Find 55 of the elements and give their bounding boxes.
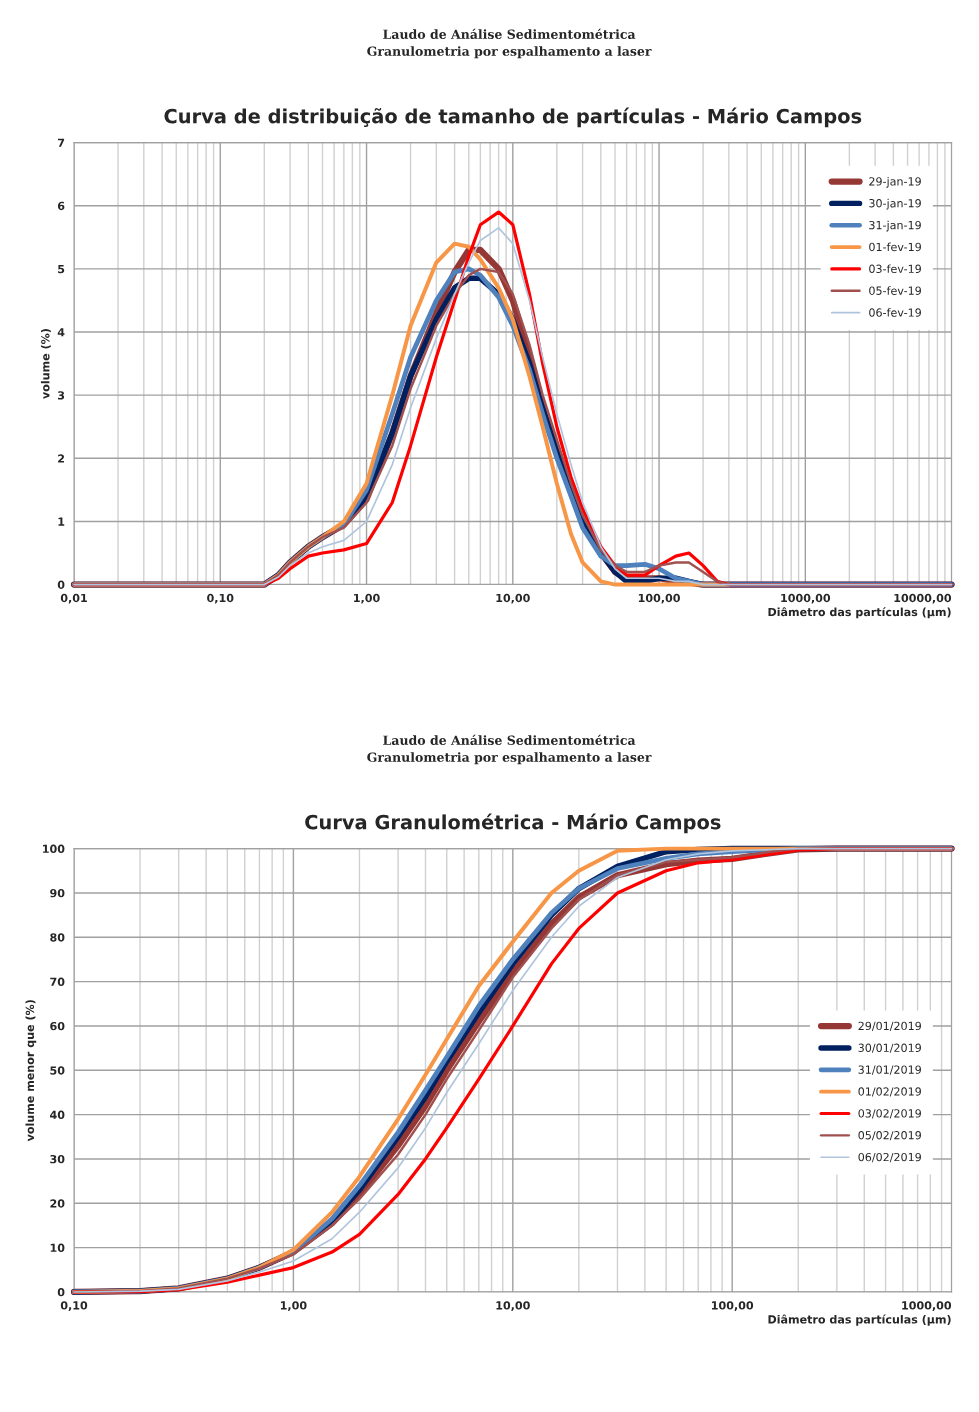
legend-label: 03/02/2019 xyxy=(858,1109,921,1119)
text: Granulometria por espalhamento a laser xyxy=(367,46,652,59)
x-tick-label: 1,00 xyxy=(354,593,380,604)
x-axis-title: Diâmetro das partículas (µm) xyxy=(768,607,951,619)
y-axis-title: volume menor que (%) xyxy=(25,1000,37,1142)
legend-label: 05-fev-19 xyxy=(869,286,921,295)
y-tick-label: 2 xyxy=(58,454,65,463)
x-tick-label: 10000,00 xyxy=(894,593,952,604)
y-tick-label: 30 xyxy=(50,1154,65,1164)
legend-label: 03-fev-19 xyxy=(869,264,921,274)
x-tick-label: 1,00 xyxy=(280,1301,307,1312)
y-tick-label: 50 xyxy=(50,1066,65,1075)
y-tick-label: 70 xyxy=(50,977,65,986)
chart-title: Curva Granulométrica - Mário Campos xyxy=(305,813,721,834)
y-tick-label: 3 xyxy=(58,391,65,400)
legend-label: 31-jan-19 xyxy=(869,220,921,232)
x-tick-label: 0,10 xyxy=(207,593,234,604)
y-axis-title: volume (%) xyxy=(40,329,51,399)
legend-label: 06/02/2019 xyxy=(858,1152,921,1163)
y-tick-label: 0 xyxy=(57,580,65,589)
text: Laudo de Análise Sedimentométrica xyxy=(383,28,636,39)
y-tick-label: 4 xyxy=(57,328,65,337)
legend-label: 01/02/2019 xyxy=(858,1087,921,1097)
legend-label: 29-jan-19 xyxy=(869,176,921,188)
y-tick-label: 90 xyxy=(50,888,65,898)
x-tick-label: 100,00 xyxy=(712,1301,754,1312)
x-tick-label: 10,00 xyxy=(496,1301,530,1312)
legend-label: 29/01/2019 xyxy=(858,1021,921,1031)
y-tick-label: 20 xyxy=(50,1199,65,1208)
x-tick-label: 1000,00 xyxy=(781,593,831,604)
y-tick-label: 100 xyxy=(43,844,65,853)
y-tick-label: 5 xyxy=(58,265,65,274)
x-tick-label: 100,00 xyxy=(638,593,680,604)
y-tick-label: 1 xyxy=(58,517,65,526)
y-tick-label: 80 xyxy=(50,933,65,942)
legend-label: 30-jan-19 xyxy=(869,198,921,210)
legend-label: 01-fev-19 xyxy=(869,242,921,252)
y-tick-label: 40 xyxy=(50,1110,65,1120)
x-axis-title: Diâmetro das partículas (µm) xyxy=(768,1314,951,1326)
x-tick-label: 1000,00 xyxy=(902,1301,952,1312)
legend-label: 30/01/2019 xyxy=(858,1043,921,1053)
legend-label: 05/02/2019 xyxy=(858,1131,921,1141)
legend-label: 31/01/2019 xyxy=(858,1065,921,1075)
legend-label: 06-fev-19 xyxy=(869,308,921,317)
y-tick-label: 0 xyxy=(57,1287,65,1297)
text: Laudo de Análise Sedimentométrica xyxy=(383,734,636,745)
y-tick-label: 6 xyxy=(57,201,65,211)
x-tick-label: 0,01 xyxy=(60,593,87,604)
y-tick-label: 7 xyxy=(58,138,65,147)
chart-title: Curva de distribuição de tamanho de partículas - Mário Campos xyxy=(164,107,862,128)
y-tick-label: 10 xyxy=(50,1243,65,1253)
y-tick-label: 60 xyxy=(50,1021,65,1031)
x-tick-label: 0,10 xyxy=(60,1301,88,1312)
x-tick-label: 10,00 xyxy=(496,593,530,604)
text: Granulometria por espalhamento a laser xyxy=(367,752,652,765)
